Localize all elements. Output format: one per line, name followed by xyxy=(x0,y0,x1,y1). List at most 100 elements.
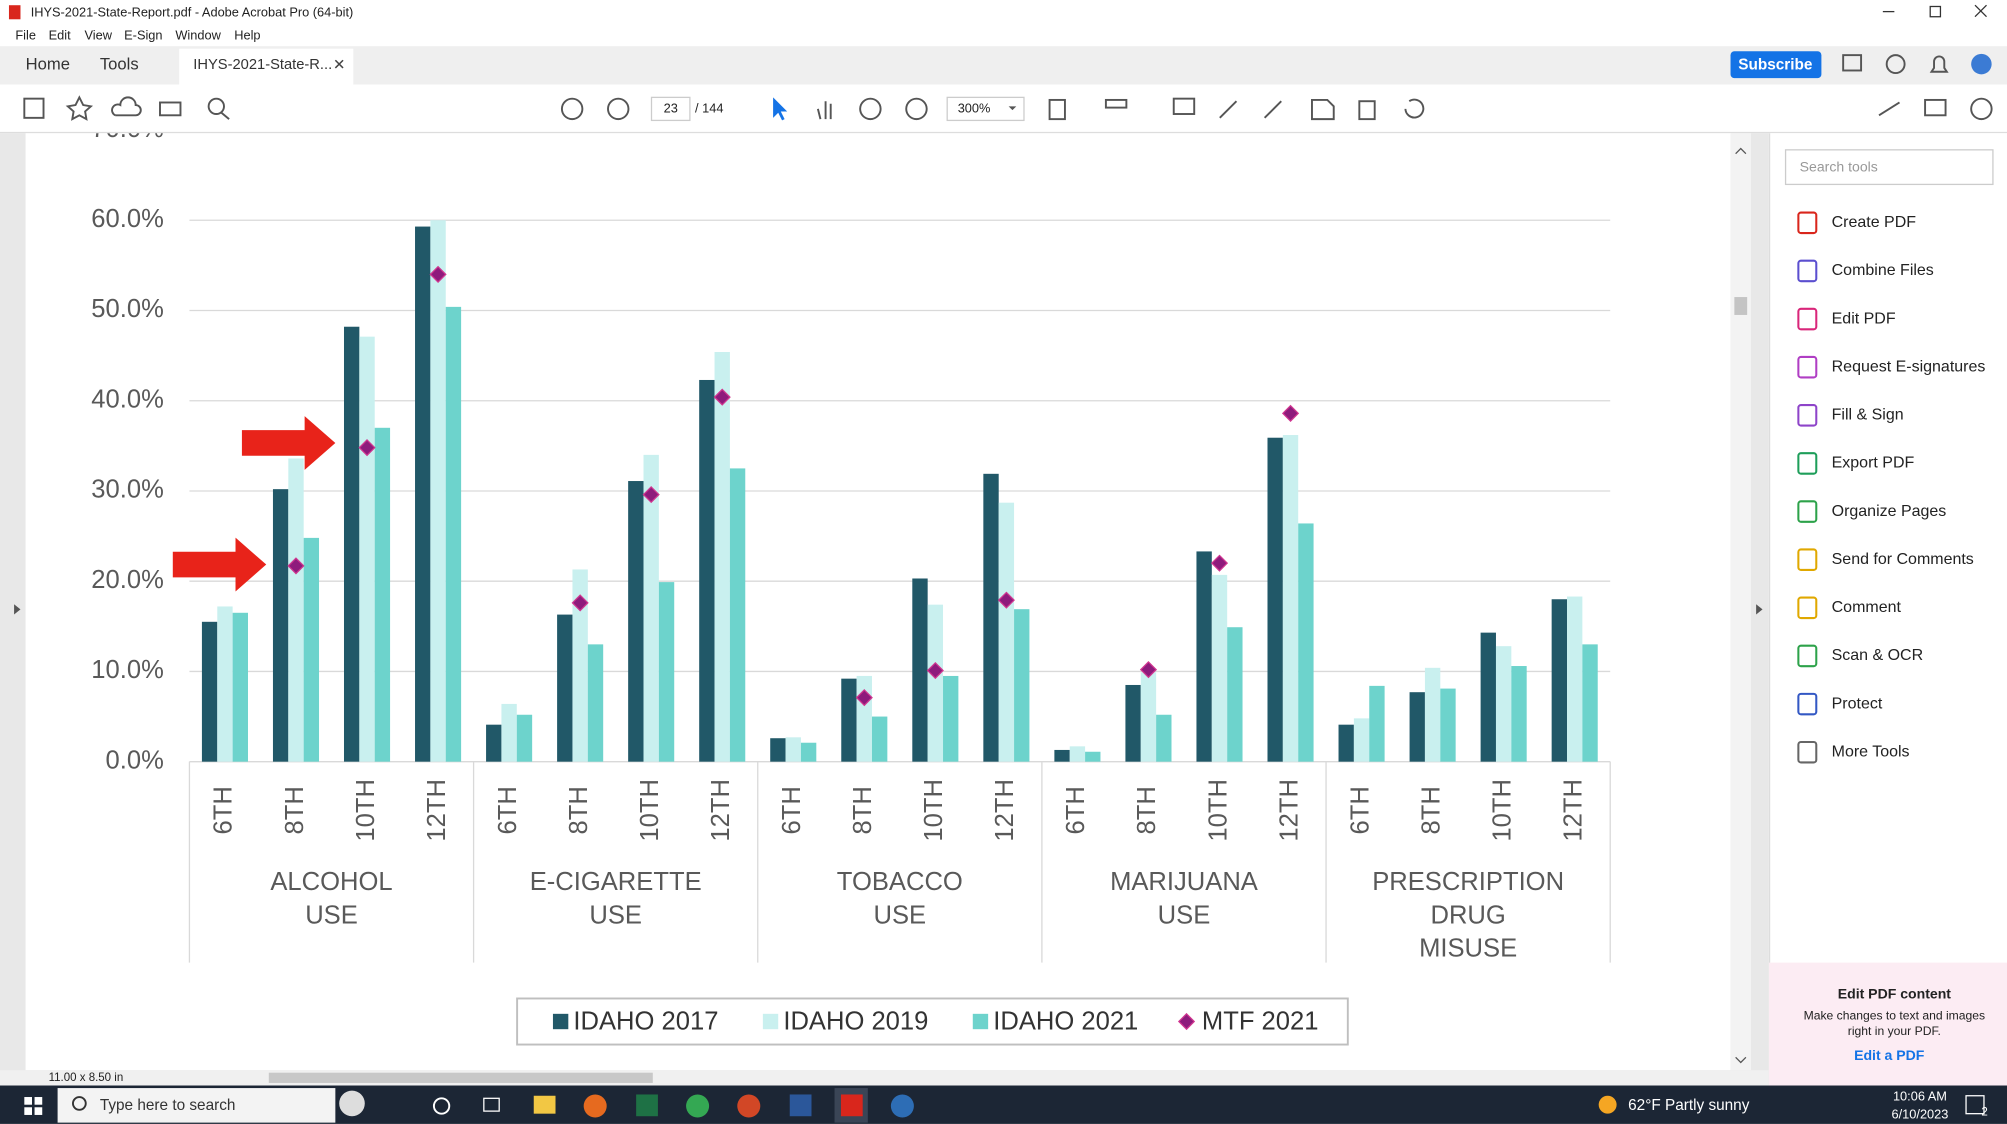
menu-item[interactable]: E-Sign xyxy=(124,27,162,42)
x-tick-label: 10TH xyxy=(636,779,664,842)
promo-title: Edit PDF content xyxy=(1838,985,1952,1001)
x-tick-label: 6TH xyxy=(778,786,806,834)
y-tick-label: 70.0% xyxy=(91,115,164,143)
tab-label[interactable]: Tools xyxy=(100,55,139,74)
horizontal-scroll-thumb[interactable] xyxy=(268,1072,653,1083)
tab-label[interactable]: Home xyxy=(26,55,70,74)
app-icon xyxy=(8,5,21,20)
notification-icon[interactable] xyxy=(1965,1095,1985,1115)
zoom-level[interactable]: 300% xyxy=(958,100,991,115)
bar xyxy=(1353,718,1370,762)
left-pane-toggle[interactable] xyxy=(14,604,21,615)
tool-item[interactable]: Create PDF xyxy=(1832,214,1917,231)
page-number[interactable]: 23 xyxy=(664,100,678,115)
tool-item[interactable]: Protect xyxy=(1832,695,1883,712)
tool-icon[interactable] xyxy=(1797,259,1818,283)
header-icons[interactable] xyxy=(1842,54,1949,75)
tool-item[interactable]: More Tools xyxy=(1832,743,1910,760)
bar xyxy=(841,678,857,762)
profile-icon[interactable] xyxy=(1971,53,1992,75)
page-size: 11.00 x 8.50 in xyxy=(49,1072,124,1084)
tab-close[interactable] xyxy=(334,59,344,69)
zoom-dropdown[interactable] xyxy=(1008,106,1017,111)
subscribe-button[interactable] xyxy=(1730,51,1822,79)
tool-item[interactable]: Edit PDF xyxy=(1832,310,1896,327)
bar xyxy=(1551,599,1568,762)
menu-item[interactable]: File xyxy=(15,27,36,42)
bar xyxy=(912,578,928,762)
start-button[interactable] xyxy=(24,1097,43,1115)
menu-item[interactable]: Window xyxy=(175,27,221,42)
scroll-down[interactable] xyxy=(1735,1056,1747,1064)
subscribe-label[interactable]: Subscribe xyxy=(1738,56,1813,73)
page-input[interactable] xyxy=(650,96,691,122)
search-tools[interactable] xyxy=(1784,149,1994,186)
y-tick-label: 60.0% xyxy=(91,205,164,233)
legend-label: MTF 2021 xyxy=(1202,1008,1319,1036)
search-placeholder[interactable]: Search tools xyxy=(1800,158,1878,174)
page-count: / 144 xyxy=(695,100,723,115)
mtf-marker xyxy=(1281,404,1300,422)
vertical-scrollbar[interactable] xyxy=(1730,133,1752,1071)
clock-time[interactable]: 10:06 AM xyxy=(1893,1088,1947,1103)
legend-swatch xyxy=(552,1013,569,1030)
tool-icon[interactable] xyxy=(1797,548,1818,571)
tool-item[interactable]: Comment xyxy=(1832,599,1902,616)
x-tick-label: 8TH xyxy=(1417,786,1445,834)
tool-item[interactable]: Send for Comments xyxy=(1832,551,1974,568)
group-label: USE xyxy=(1158,901,1211,929)
scroll-up[interactable] xyxy=(1735,147,1747,155)
x-tick-label: 8TH xyxy=(849,786,877,834)
tool-icon[interactable] xyxy=(1797,740,1818,764)
tool-icon[interactable] xyxy=(1797,211,1818,235)
bar xyxy=(1069,746,1086,762)
tool-icon[interactable] xyxy=(1797,452,1818,475)
mtf-marker xyxy=(287,557,305,575)
zoom-box[interactable] xyxy=(946,96,1025,122)
scroll-thumb[interactable] xyxy=(1734,297,1748,315)
tool-icon[interactable] xyxy=(1797,644,1818,668)
bar xyxy=(628,481,644,762)
legend-label: IDAHO 2019 xyxy=(783,1008,928,1036)
tool-item[interactable]: Export PDF xyxy=(1832,455,1915,472)
tool-icon[interactable] xyxy=(1797,596,1818,620)
menu-item[interactable]: View xyxy=(84,27,112,42)
tool-icon[interactable] xyxy=(1797,692,1818,716)
tool-icon[interactable] xyxy=(1797,355,1818,379)
tool-icon[interactable] xyxy=(1797,404,1818,427)
tool-item[interactable]: Request E-signatures xyxy=(1832,358,1986,375)
tool-item[interactable]: Scan & OCR xyxy=(1832,647,1924,664)
mtf-marker xyxy=(571,594,589,612)
taskbar-apps[interactable] xyxy=(339,1088,914,1123)
window-controls[interactable] xyxy=(1882,4,1987,18)
promo-link[interactable]: Edit a PDF xyxy=(1854,1047,1925,1063)
toolbar-icons[interactable] xyxy=(23,95,1993,121)
x-tick-label: 12TH xyxy=(423,779,451,842)
bar xyxy=(1440,688,1456,762)
bar xyxy=(1014,609,1030,762)
tool-item[interactable]: Fill & Sign xyxy=(1832,407,1904,424)
tool-item[interactable]: Organize Pages xyxy=(1832,503,1947,520)
chart: 0.0% 10.0% 20.0% 30.0% 40.0% 50.0% 60.0% 70.0% A… xyxy=(91,115,1611,1046)
select-tool[interactable] xyxy=(773,97,788,121)
search-icon xyxy=(71,1096,87,1111)
clock-date[interactable]: 6/10/2023 xyxy=(1892,1106,1949,1121)
tool-icon[interactable] xyxy=(1797,307,1818,331)
bar xyxy=(1338,724,1354,762)
active-tab[interactable] xyxy=(179,48,354,85)
menu-item[interactable]: Edit xyxy=(49,27,71,42)
group-label: TOBACCO xyxy=(837,868,963,896)
status-bar xyxy=(0,1070,1769,1086)
weather[interactable]: 62°F Partly sunny xyxy=(1628,1097,1750,1114)
right-pane-toggle[interactable] xyxy=(1756,604,1763,615)
menu-item[interactable]: Help xyxy=(234,27,260,42)
group-label: USE xyxy=(589,901,642,929)
taskbar-search-text[interactable]: Type here to search xyxy=(100,1097,236,1114)
tool-item[interactable]: Combine Files xyxy=(1832,262,1934,279)
legend-label: IDAHO 2017 xyxy=(573,1008,718,1036)
taskbar-search[interactable] xyxy=(57,1088,336,1123)
tab-label[interactable]: IHYS-2021-State-R... xyxy=(193,57,332,73)
tool-icon[interactable] xyxy=(1797,500,1818,523)
bar xyxy=(729,468,746,762)
legend-swatch xyxy=(972,1013,989,1030)
